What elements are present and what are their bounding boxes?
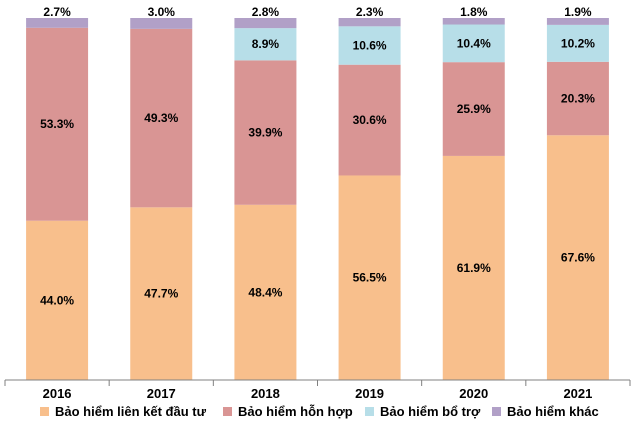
legend-swatch-s2 [365,407,374,416]
data-label-2020-s2: 10.4% [457,36,491,50]
bar-segment-2021-s3 [546,18,609,25]
bar-segment-2018-s0 [234,204,297,380]
bar-segment-2020-s0 [442,155,505,380]
x-tick-label-2021: 2021 [563,386,592,401]
data-label-2019-s1: 30.6% [353,113,387,127]
bar-segment-2020-s2 [442,24,505,63]
plot-area: 44.0% 53.3% 2.7% 47.7% 49.3% 3.0% 48.4% 39.9% 8.… [26,5,609,380]
legend-swatch-s3 [492,407,501,416]
bar-segment-2019-s0 [338,175,401,380]
bar-segment-2019-s1 [338,64,401,176]
bar-segment-2019-s2 [338,26,401,65]
bar-segment-2016-s1 [26,27,89,221]
bar-segment-2019-s3 [338,18,401,27]
legend-label-s3: Bảo hiểm khác [507,404,599,419]
bar-segment-2021-s1 [546,61,609,136]
legend-label-s2: Bảo hiểm bổ trợ [380,404,481,419]
data-label-2021-s3: 1.9% [564,5,592,19]
data-label-2020-s3: 1.8% [460,5,488,19]
data-label-2017-s1: 49.3% [144,111,178,125]
bar-segment-2018-s1 [234,60,297,205]
data-label-2018-s0: 48.4% [248,285,282,299]
legend-label-s1: Bảo hiểm hỗn hợp [238,404,353,419]
x-tick-label-2017: 2017 [147,386,176,401]
bar-segment-2017-s0 [130,207,193,380]
data-label-2018-s2: 8.9% [252,37,280,51]
data-label-2018-s1: 39.9% [248,126,282,140]
data-label-2020-s1: 25.9% [457,102,491,116]
legend-swatch-s0 [40,407,49,416]
data-label-2021-s1: 20.3% [561,92,595,106]
bar-segment-2020-s1 [442,62,505,156]
data-label-2021-s2: 10.2% [561,36,595,50]
x-tick-label-2020: 2020 [459,386,488,401]
data-label-2018-s3: 2.8% [252,5,280,19]
bar-segment-2018-s3 [234,18,297,29]
bar-segment-2017-s3 [130,18,193,29]
bar-segment-2017-s1 [130,28,193,208]
bar-segment-2021-s2 [546,24,609,62]
legend-label-s0: Bảo hiểm liên kết đầu tư [55,404,207,419]
data-label-2019-s2: 10.6% [353,39,387,53]
bar-segment-2016-s0 [26,220,89,380]
data-label-2017-s3: 3.0% [148,5,176,19]
legend: Bảo hiểm liên kết đầu tư Bảo hiểm hỗn hợp… [40,404,599,419]
bar-segment-2016-s3 [26,18,89,28]
data-label-2020-s0: 61.9% [457,261,491,275]
x-tick-label-2019: 2019 [355,386,384,401]
bar-segment-2018-s2 [234,28,297,61]
data-label-2017-s0: 47.7% [144,287,178,301]
data-label-2016-s0: 44.0% [40,293,74,307]
x-tick-label-2016: 2016 [43,386,72,401]
bar-segment-2020-s3 [442,18,505,25]
bar-segment-2021-s0 [546,135,609,380]
data-label-2016-s3: 2.7% [43,5,71,19]
x-tick-label-2018: 2018 [251,386,280,401]
data-label-2019-s3: 2.3% [356,5,384,19]
legend-swatch-s1 [223,407,232,416]
data-label-2016-s1: 53.3% [40,117,74,131]
data-label-2019-s0: 56.5% [353,271,387,285]
data-label-2021-s0: 67.6% [561,251,595,265]
x-axis: 2016 2017 2018 2019 2020 2021 [4,379,631,401]
